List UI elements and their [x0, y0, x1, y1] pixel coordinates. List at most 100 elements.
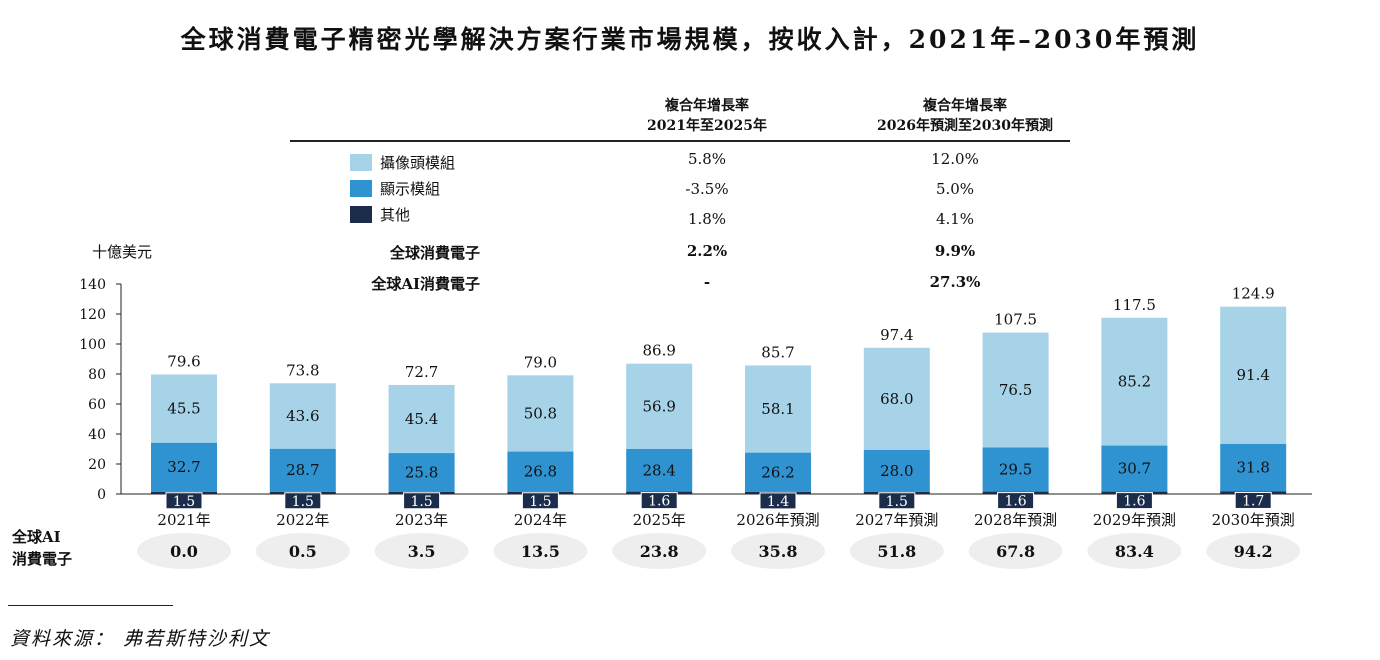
cagr-header-line2: 2026年預測至2030年預測 [877, 118, 1053, 134]
data-label-total: 85.7 [761, 343, 794, 361]
data-label-total: 124.9 [1232, 285, 1275, 303]
y-tick-label: 120 [79, 307, 106, 323]
cagr-header-line1: 複合年增長率 [665, 98, 749, 114]
bar-segment-display [863, 449, 930, 492]
ai-value-ellipse [493, 533, 588, 569]
ai-value-label: 35.8 [759, 542, 798, 561]
ai-value-ellipse [612, 533, 707, 569]
others-value-box [878, 492, 916, 510]
data-label-others: 1.4 [767, 494, 789, 510]
data-label-camera: 91.4 [1236, 366, 1269, 384]
ai-value-label: 67.8 [996, 542, 1035, 561]
bar-segment-display [745, 452, 811, 492]
legend-swatch-display [350, 179, 372, 197]
y-tick-label: 80 [88, 367, 106, 383]
data-label-others: 1.6 [1123, 494, 1145, 510]
data-label-display: 28.7 [286, 461, 319, 479]
bar-segment-camera [1101, 317, 1168, 446]
legend-swatch-others [350, 205, 372, 223]
y-axis-unit: 十億美元 [92, 243, 153, 261]
data-label-others: 1.5 [886, 494, 908, 510]
ai-row-label: 全球AI 消費電子 [12, 526, 72, 570]
x-tick-label: 2025年 [633, 511, 686, 529]
ai-value-ellipse [968, 533, 1063, 569]
data-label-total: 97.4 [880, 326, 913, 344]
x-tick-label: 2028年預測 [974, 511, 1057, 529]
data-label-camera: 56.9 [642, 397, 675, 415]
bar-segment-display [507, 451, 574, 492]
bar-segment-display [1101, 445, 1168, 492]
ai-value-ellipse [1087, 533, 1182, 569]
ai-value-label: 3.5 [408, 542, 436, 561]
bar-segment-camera [1220, 306, 1287, 444]
x-tick-label: 2026年預測 [736, 511, 819, 529]
bar-segment-display [151, 442, 217, 492]
data-label-camera: 76.5 [999, 381, 1032, 399]
others-value-box [403, 492, 441, 510]
legend-item-display-module: 顯示模組 [350, 178, 440, 198]
others-value-box [640, 492, 678, 510]
ai-value-label: 51.8 [877, 542, 916, 561]
y-tick-label: 140 [79, 277, 106, 293]
cagr-header-line1: 複合年增長率 [923, 98, 1007, 114]
data-label-camera: 68.0 [880, 390, 913, 408]
legend-swatch-camera [350, 153, 372, 171]
cagr-ai-2026-2030: 27.3% [929, 273, 981, 291]
cagr-ai-2021-2025: - [703, 273, 711, 291]
cagr-total-2026-2030: 9.9% [934, 242, 976, 260]
x-tick-label: 2022年 [276, 511, 329, 529]
x-tick-label: 2024年 [514, 511, 567, 529]
data-label-display: 29.5 [999, 460, 1032, 478]
data-label-total: 117.5 [1113, 296, 1156, 314]
legend-label: 其他 [380, 205, 411, 224]
cagr-header-line2: 2021年至2025年 [647, 118, 767, 134]
others-value-box [759, 492, 797, 510]
cagr-total-2021-2025: 2.2% [686, 242, 728, 260]
data-label-camera: 45.4 [405, 410, 438, 428]
data-label-others: 1.7 [1242, 493, 1264, 509]
bar-segment-camera [151, 374, 217, 443]
bar-segment-camera [388, 384, 455, 454]
cagr-others-2021-2025: 1.8% [687, 210, 727, 228]
data-label-total: 72.7 [405, 363, 438, 381]
data-label-display: 32.7 [167, 458, 200, 476]
data-label-display: 26.2 [761, 463, 794, 481]
ai-value-label: 23.8 [640, 542, 679, 561]
legend-label: 顯示模組 [380, 179, 441, 198]
cagr-header-2026-2030: 複合年增長率 2026年預測至2030年預測 [855, 96, 1075, 136]
y-tick-label: 20 [88, 457, 106, 473]
x-tick-label: 2021年 [157, 511, 210, 529]
ai-value-label: 94.2 [1234, 542, 1273, 561]
data-label-others: 1.5 [173, 494, 195, 510]
bar-segment-camera [745, 365, 811, 453]
bar-segment-camera [507, 375, 574, 452]
data-label-camera: 45.5 [167, 400, 200, 418]
bar-segment-display [626, 449, 693, 492]
bar-segment-camera [982, 332, 1049, 448]
legend-item-camera-module: 攝像頭模組 [350, 152, 455, 172]
y-tick-label: 0 [97, 487, 106, 503]
cagr-camera-2026-2030: 12.0% [931, 150, 979, 168]
data-label-others: 1.6 [1004, 494, 1026, 510]
ai-value-ellipse [255, 533, 350, 569]
x-tick-label: 2030年預測 [1212, 511, 1295, 529]
source-note: 資料來源： 弗若斯特沙利文 [10, 628, 271, 650]
bar-segment-camera [863, 347, 930, 450]
data-label-others: 1.5 [410, 494, 432, 510]
data-label-display: 26.8 [524, 463, 557, 481]
ai-value-ellipse [374, 533, 469, 569]
others-value-box [284, 492, 322, 510]
chart-title: 全球消費電子精密光學解決方案行業市場規模，按收入計，2021年–2030年預測 [180, 25, 1200, 54]
ai-value-ellipse [849, 533, 944, 569]
others-value-box [997, 492, 1035, 510]
ai-value-ellipse [731, 533, 825, 569]
legend-item-others: 其他 [350, 204, 410, 224]
ai-row-label-line2: 消費電子 [12, 550, 73, 568]
bar-segment-display [1220, 443, 1287, 492]
data-label-camera: 58.1 [761, 400, 794, 418]
data-label-total: 107.5 [994, 311, 1037, 329]
stacked-bar-chart: 0 20 40 60 80 100 120 140 1.5 32.7 45.5 79.6 2021年 0.… [79, 277, 1312, 569]
data-label-camera: 85.2 [1118, 373, 1151, 391]
x-tick-label: 2029年預測 [1093, 511, 1176, 529]
data-label-total: 73.8 [286, 361, 319, 379]
